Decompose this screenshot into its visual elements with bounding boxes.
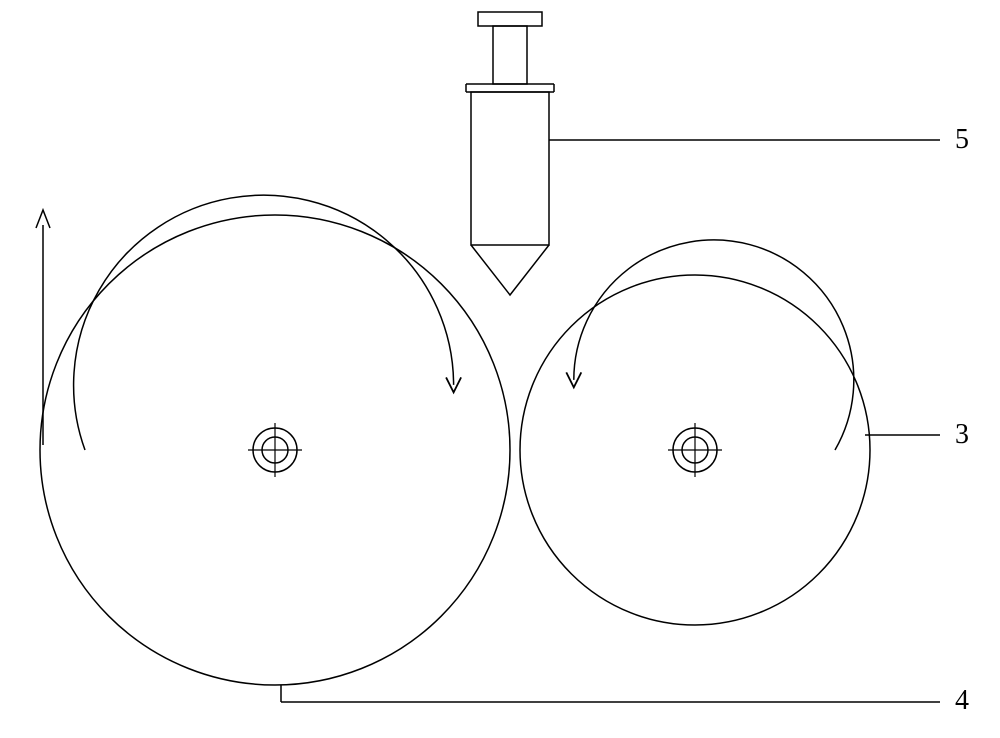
label-4-text: 4 <box>955 685 969 716</box>
exit-arrow <box>36 210 50 445</box>
diagram-canvas: 5 3 4 <box>0 0 1000 738</box>
label-4: 4 <box>281 685 969 716</box>
small-roller-rotation-arrow <box>574 240 854 450</box>
dispenser-body <box>471 92 549 245</box>
dispenser <box>466 12 554 310</box>
small-roller <box>520 240 870 625</box>
label-5: 5 <box>549 124 969 155</box>
label-3: 3 <box>865 419 969 450</box>
large-roller <box>40 195 510 685</box>
dispenser-cap <box>478 12 542 26</box>
label-3-text: 3 <box>955 419 969 450</box>
dispenser-plunger <box>493 26 527 84</box>
dispenser-funnel <box>471 245 549 295</box>
label-5-text: 5 <box>955 124 969 155</box>
large-roller-rotation-arrow <box>74 195 454 450</box>
